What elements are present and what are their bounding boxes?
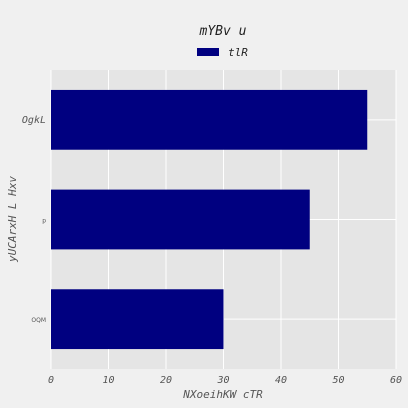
bars (51, 89, 368, 350)
x-tick-label: 10 (102, 375, 114, 386)
bar-oqm (51, 289, 224, 350)
chart-title: mYBv u (199, 24, 247, 39)
bar-ogkl (51, 89, 368, 150)
x-tick-label: 0 (48, 375, 54, 386)
x-tick-label: 20 (160, 375, 172, 386)
y-tick-label: OQM (31, 317, 46, 324)
x-ticks: 0 10 20 30 40 50 60 (48, 375, 402, 386)
x-axis-label: NXoeihKW cTR (182, 388, 263, 401)
x-tick-label: 60 (390, 375, 402, 386)
bar-p (51, 189, 310, 250)
legend-label: tlR (228, 46, 248, 59)
legend-swatch (197, 48, 219, 56)
x-tick-label: 40 (275, 375, 287, 386)
y-axis-label: yUCArxH L Hxv (6, 176, 19, 263)
legend: tlR (197, 46, 248, 59)
y-categories: OgkL p OQM (22, 115, 46, 324)
x-tick-label: 30 (216, 375, 229, 386)
y-tick-label: OgkL (22, 115, 46, 126)
y-tick-label: p (42, 218, 46, 225)
x-tick-label: 50 (332, 375, 344, 386)
